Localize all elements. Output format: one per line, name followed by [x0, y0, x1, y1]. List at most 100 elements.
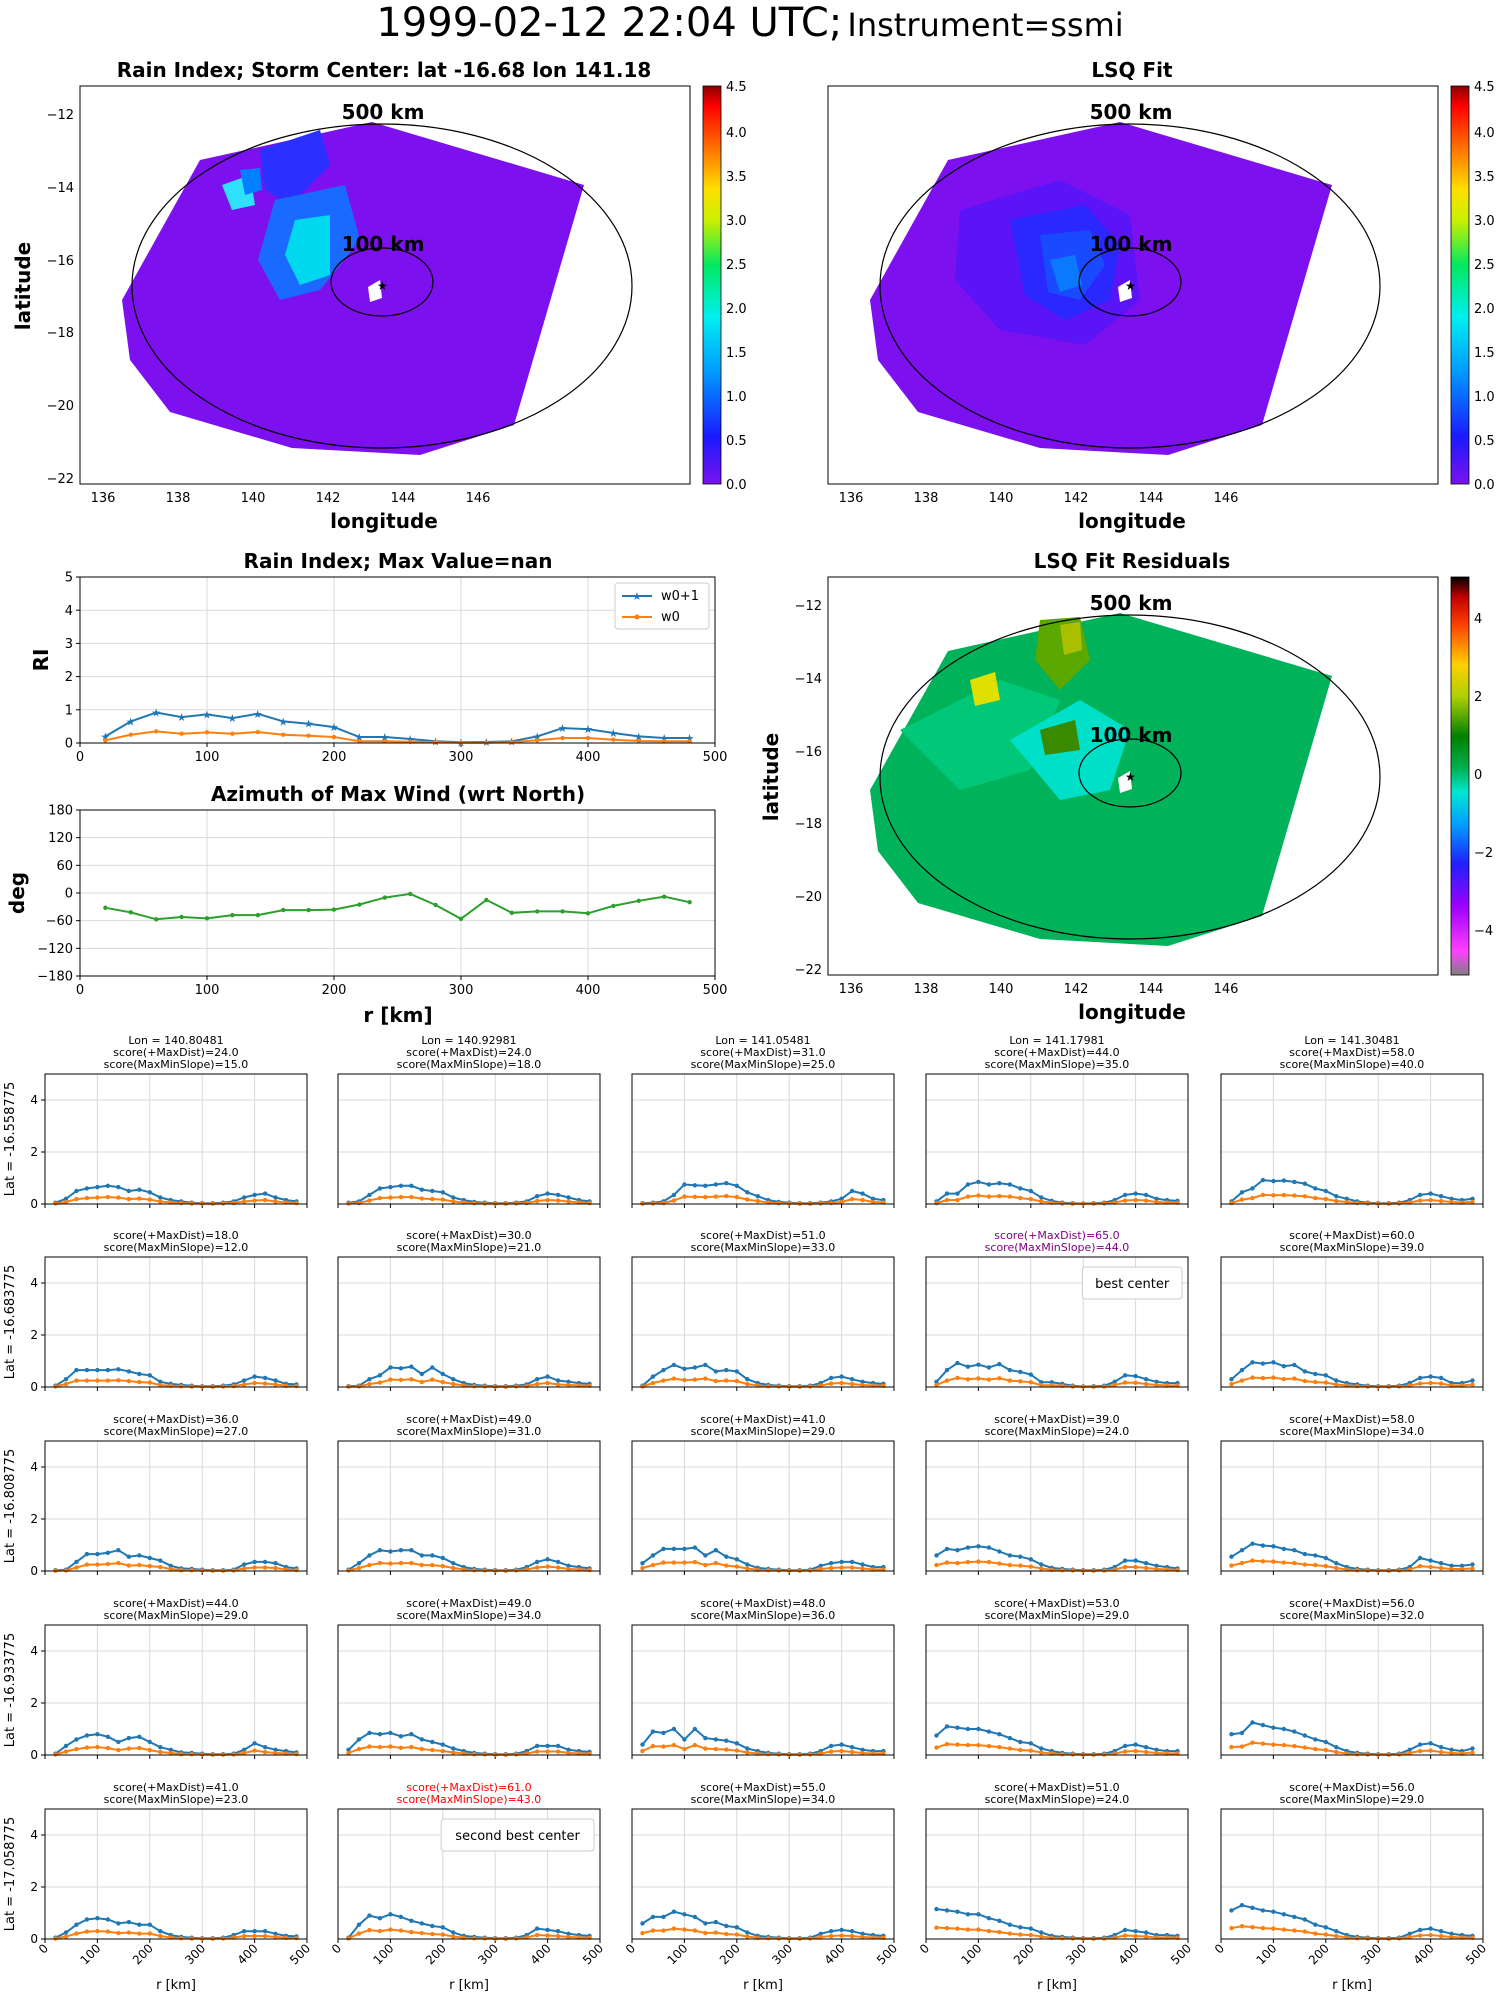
- grid-w0plus1-point: [1449, 1747, 1454, 1753]
- colorbar-tick: 0.0: [1474, 478, 1495, 493]
- grid-w0-point: [116, 1560, 121, 1566]
- grid-w0-point: [241, 1382, 247, 1387]
- candidate-center-grid: 024score(MaxMinSlope)=15.0score(+MaxDist…: [3, 1034, 1489, 1993]
- grid-xtick-label: 100: [1253, 1941, 1279, 1967]
- grid-w0plus1-point: [934, 1379, 939, 1385]
- grid-w0plus1-point: [430, 1188, 435, 1194]
- grid-w0plus1-point: [1229, 1554, 1234, 1559]
- grid-w0plus1-point: [828, 1375, 834, 1381]
- map-resid-xlabel: longitude: [1078, 1000, 1186, 1024]
- grid-w0-point: [1292, 1928, 1297, 1933]
- grid-w0-point: [545, 1933, 550, 1938]
- grid-w0plus1-point: [377, 1186, 383, 1191]
- grid-w0-point: [682, 1927, 687, 1932]
- grid-w0-point: [1060, 1752, 1065, 1757]
- grid-w0plus1-point: [440, 1371, 445, 1377]
- grid-w0plus1-point: [168, 1747, 173, 1753]
- grid-w0-point: [294, 1935, 299, 1941]
- grid-w0-point: [367, 1927, 372, 1933]
- grid-w0-point: [1028, 1564, 1034, 1569]
- az-series-point: [230, 912, 235, 918]
- map-rain-xtick: 142: [316, 491, 341, 506]
- grid-w0plus1-point: [734, 1557, 739, 1562]
- grid-w0-point: [294, 1383, 299, 1389]
- grid-w0plus1-point: [1292, 1362, 1297, 1368]
- ri-ytick-label: 5: [65, 571, 73, 586]
- grid-w0-point: [252, 1748, 257, 1753]
- grid-w0-point: [692, 1742, 698, 1748]
- grid-w0plus1-point: [252, 1741, 257, 1746]
- grid-w0-point: [137, 1562, 142, 1568]
- grid-w0plus1-point: [1154, 1379, 1159, 1385]
- grid-w0plus1-point: [1154, 1563, 1159, 1569]
- grid-w0-point: [1313, 1195, 1318, 1201]
- grid-w0-point: [294, 1200, 299, 1206]
- grid-w0plus1-point: [440, 1925, 445, 1930]
- az-series-point: [281, 907, 286, 913]
- grid-w0plus1-point: [409, 1183, 414, 1189]
- grid-w0plus1-point: [419, 1921, 425, 1926]
- grid-w0plus1-point: [839, 1742, 844, 1747]
- grid-w0plus1-point: [1470, 1378, 1475, 1383]
- grid-w0-point: [944, 1378, 950, 1383]
- grid-w0-point: [126, 1930, 132, 1935]
- panel-slope-score: score(MaxMinSlope)=34.0: [397, 1609, 542, 1622]
- grid-w0-point: [1344, 1199, 1349, 1205]
- grid-ytick-label: 2: [30, 1512, 38, 1526]
- grid-w0-point: [1281, 1742, 1287, 1748]
- grid-frame: [631, 1256, 895, 1388]
- grid-w0plus1-point: [1428, 1741, 1433, 1746]
- az-series-point: [585, 911, 591, 916]
- colorbar-tick: 1.5: [726, 346, 747, 361]
- grid-w0-point: [766, 1384, 771, 1389]
- ri-w0plus1-marker: ★: [558, 722, 568, 735]
- grid-w0plus1-point: [1323, 1925, 1329, 1930]
- grid-w0plus1-point: [849, 1559, 855, 1565]
- grid-w0-point: [1313, 1562, 1318, 1568]
- grid-background: [926, 1441, 1188, 1571]
- grid-w0-point: [252, 1198, 257, 1203]
- grid-w0plus1-point: [976, 1912, 981, 1917]
- grid-w0-point: [661, 1200, 666, 1206]
- grid-ytick-label: 2: [30, 1328, 38, 1342]
- grid-w0-point: [1449, 1934, 1454, 1940]
- grid-w0-point: [1428, 1197, 1433, 1203]
- grid-w0plus1-point: [682, 1366, 687, 1372]
- map-resid-ytick: −14: [795, 672, 822, 687]
- colorbar-tick: 2.0: [726, 302, 747, 317]
- grid-xtick-label: 100: [77, 1941, 103, 1967]
- grid-w0plus1-point: [1470, 1746, 1475, 1751]
- grid-w0plus1-point: [1292, 1548, 1297, 1553]
- ri-w0-point: [179, 731, 184, 736]
- az-series-point: [357, 902, 362, 907]
- grid-w0plus1-point: [419, 1737, 425, 1742]
- grid-w0-point: [944, 1925, 950, 1931]
- grid-w0-point: [1007, 1378, 1013, 1383]
- grid-xtick-label: 500: [1168, 1941, 1194, 1967]
- az-series-point: [103, 905, 108, 910]
- grid-background: [1221, 1257, 1483, 1387]
- grid-w0-point: [839, 1565, 844, 1570]
- grid-w0-point: [440, 1197, 445, 1202]
- colorbar-tick: −2: [1474, 846, 1493, 861]
- grid-w0plus1-point: [1250, 1186, 1255, 1191]
- ri-ytick-label: 4: [65, 604, 73, 619]
- panel-slope-score: score(MaxMinSlope)=31.0: [397, 1425, 542, 1438]
- grid-w0-point: [839, 1380, 844, 1386]
- grid-w0-point: [997, 1929, 1002, 1935]
- grid-w0-point: [955, 1375, 960, 1381]
- grid-w0-point: [965, 1194, 971, 1199]
- grid-w0-point: [818, 1566, 823, 1572]
- grid-w0plus1-point: [1438, 1561, 1444, 1566]
- grid-w0-point: [388, 1927, 393, 1932]
- panel-maxdist-score: score(+MaxDist)=30.0: [406, 1229, 531, 1242]
- grid-w0plus1-point: [1028, 1557, 1034, 1562]
- panel-lon-label: Lon = 141.17981: [1009, 1034, 1104, 1047]
- grid-frame: [337, 1808, 601, 1940]
- az-title: Azimuth of Max Wind (wrt North): [211, 782, 585, 806]
- grid-w0plus1-point: [1250, 1720, 1255, 1725]
- storm-center-marker: ★: [1125, 770, 1136, 784]
- grid-row-label: Lat = -16.933775: [3, 1633, 18, 1747]
- panel-maxdist-score: score(+MaxDist)=51.0: [700, 1229, 825, 1242]
